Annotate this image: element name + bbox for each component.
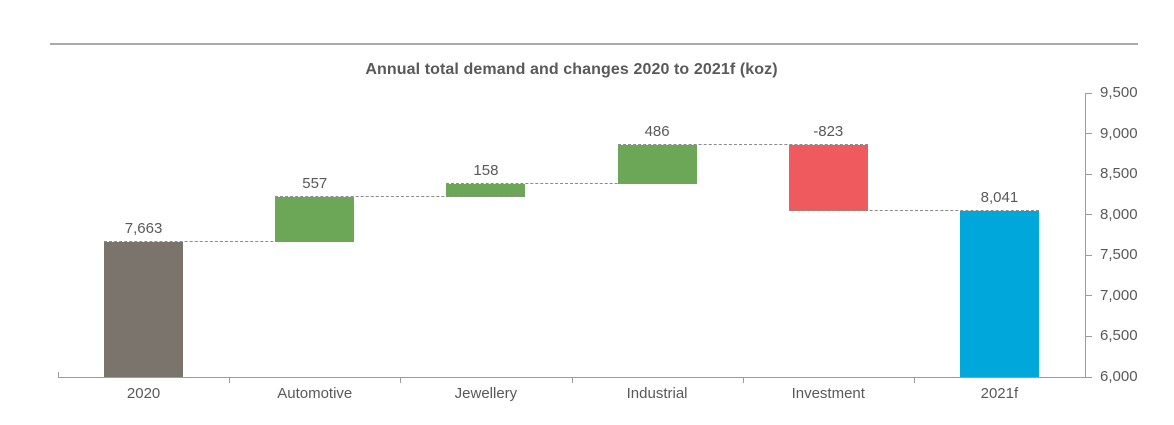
bar-value-label: 7,663 (124, 220, 163, 238)
y-axis-tick (1085, 254, 1092, 256)
x-axis-category-label: Industrial (626, 385, 688, 402)
x-axis-category-label: Automotive (277, 385, 353, 402)
connector-line (446, 183, 697, 185)
x-axis-tick (742, 378, 744, 383)
bar-value-label: 486 (644, 122, 670, 140)
x-axis-category-label: Jewellery (454, 385, 518, 402)
bar-value-label: -823 (813, 122, 844, 140)
chart-title: Annual total demand and changes 2020 to … (365, 61, 778, 78)
bar-value-label: 158 (473, 162, 499, 180)
bar-investment (788, 144, 868, 212)
y-axis-tick (1085, 92, 1092, 94)
y-axis-tick-label: 8,500 (1100, 165, 1138, 183)
x-axis-tick (229, 378, 231, 383)
bar-jewellery (446, 184, 526, 197)
x-axis-line (58, 377, 1086, 378)
x-axis-tick (571, 378, 573, 383)
y-axis-tick-label: 8,000 (1100, 205, 1138, 223)
x-axis-start-tick (58, 372, 59, 377)
y-axis-tick (1085, 376, 1092, 378)
x-axis-category-label: 2020 (126, 385, 161, 402)
bar-2021f (959, 211, 1039, 377)
x-axis-category-label: Investment (791, 385, 865, 402)
y-axis-tick (1085, 133, 1092, 135)
y-axis-tick-label: 6,500 (1100, 327, 1138, 345)
y-axis-tick-label: 7,000 (1100, 286, 1138, 304)
x-axis-tick (400, 378, 402, 383)
connector-line (275, 195, 526, 197)
connector-line (617, 143, 868, 145)
y-axis-tick-label: 6,000 (1100, 368, 1138, 385)
x-axis-category-label: 2021f (980, 385, 1019, 402)
y-axis-tick-label: 7,500 (1100, 246, 1138, 264)
y-axis-tick-label: 9,000 (1100, 124, 1138, 142)
header-rule (50, 43, 1138, 45)
y-axis-tick (1085, 173, 1092, 175)
y-axis-tick (1085, 335, 1092, 337)
bar-industrial (617, 144, 697, 185)
y-axis-tick-label: 9,500 (1100, 84, 1138, 101)
connector-line (788, 210, 1039, 212)
connector-line (104, 241, 355, 243)
bar-automotive (275, 196, 355, 243)
bar-2020 (104, 242, 184, 377)
x-axis-tick (913, 378, 915, 383)
y-axis-line (1085, 93, 1086, 377)
y-axis-tick (1085, 214, 1092, 216)
y-axis-tick (1085, 295, 1092, 297)
bar-value-label: 8,041 (980, 189, 1019, 207)
bar-value-label: 557 (302, 174, 328, 192)
